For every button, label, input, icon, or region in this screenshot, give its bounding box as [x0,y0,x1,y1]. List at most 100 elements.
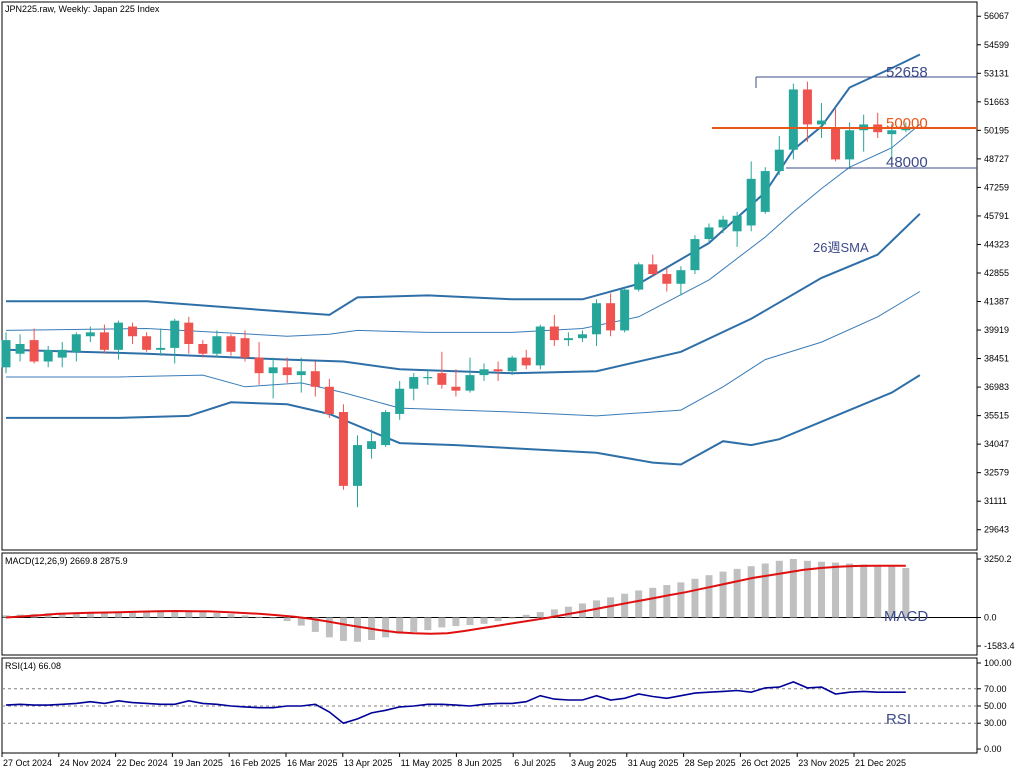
support-label: 48000 [886,154,928,171]
candle-body [240,338,250,358]
price-axis-label: 41387 [984,297,1009,307]
candle [493,361,503,381]
candle [128,322,138,345]
candle-body [43,349,53,362]
macd-signal-path [5,564,906,635]
macd-bar [452,617,460,627]
macd-bar [100,611,108,618]
macd-signal-line [5,564,906,635]
rsi-axis-label: 30.00 [984,718,1007,728]
candle [57,342,67,368]
time-axis-label: 8 Jun 2025 [457,758,502,768]
macd-bar [86,611,94,618]
candle [184,316,194,354]
price-axis-label: 56067 [984,11,1009,21]
price-panel-frame [1,1,978,551]
candle-body [634,264,644,290]
candle-body [324,386,334,414]
candle [845,122,855,170]
price-axis: 56067 54599 53131 51663 50195 48727 47259 45791… [977,11,1009,535]
macd-bar [578,603,586,618]
rsi-panel: RSI(14) 66.08 100.0070.0050.0030.000.00 … [1,657,1012,754]
candle-body [493,369,503,372]
candle [479,363,489,381]
macd-bar [817,561,825,618]
candle [718,215,728,234]
candle-body [310,371,320,387]
rsi-axis-label: 70.00 [984,684,1007,694]
candle [226,334,236,356]
candle-body [409,377,419,389]
time-axis: 27 Oct 2024 24 Nov 2024 22 Dec 2024 19 Jan … [1,753,906,768]
sma26-line [5,213,921,375]
time-axis-label: 16 Mar 2025 [287,758,338,768]
macd-bar [705,575,713,618]
macd-bar [396,617,404,634]
candle-body [648,264,658,275]
macd-histogram [2,559,910,642]
rsi-axis-label: 50.00 [984,701,1007,711]
candle-body [606,303,616,331]
candle [760,167,770,214]
candle-body [212,336,222,354]
price-axis-label: 32579 [984,468,1009,478]
candle-body [226,336,236,352]
time-axis-label: 24 Nov 2024 [60,758,111,768]
candle [802,81,812,142]
price-axis-label: 29643 [984,525,1009,535]
rsi-path [5,681,906,725]
macd-bar [185,611,193,618]
macd-bar [382,617,390,638]
candle-body [99,332,109,350]
candle-body [901,128,911,131]
macd-bar [733,568,741,618]
candle [212,330,222,358]
candle [240,330,250,362]
candle-body [198,344,208,354]
candle [521,349,531,370]
candle [268,357,278,399]
candle-body [29,340,39,362]
candle [774,136,784,175]
candle [156,328,166,356]
macd-bar [860,564,868,618]
macd-bar [143,611,151,618]
sma-label: 26週SMA [813,240,869,255]
candle [409,373,419,401]
macd-bar [213,613,221,618]
macd-big-label: MACD [884,608,928,625]
macd-bar [522,614,530,618]
macd-bar [536,612,544,618]
time-axis-label: 23 Nov 2025 [798,758,849,768]
macd-bar [747,566,755,618]
candle-body [887,130,897,135]
macd-axis-label: -1583.4 [984,641,1015,651]
candle [732,211,742,247]
candle-body [816,120,826,125]
macd-bar [789,559,797,618]
candle [338,404,348,490]
macd-bar [2,615,10,618]
candle [746,161,756,232]
candle-body [113,322,123,350]
candle-body [690,239,700,271]
candle [592,299,602,346]
candle [662,268,672,292]
macd-bar [607,597,615,618]
candle [99,324,109,354]
candle-body [395,388,405,414]
candle-body [718,219,728,228]
time-axis-label: 16 Feb 2025 [230,758,281,768]
candle [676,266,686,296]
time-axis-label: 6 Jul 2025 [514,758,556,768]
candle-body [662,274,672,284]
candle [324,378,334,418]
candle [113,320,123,360]
macd-bar [874,565,882,618]
macd-bar [410,617,418,632]
candle-body [620,289,630,331]
macd-bar [480,617,488,624]
macd-bar [761,563,769,618]
candle [367,429,377,459]
macd-bar [255,616,263,618]
